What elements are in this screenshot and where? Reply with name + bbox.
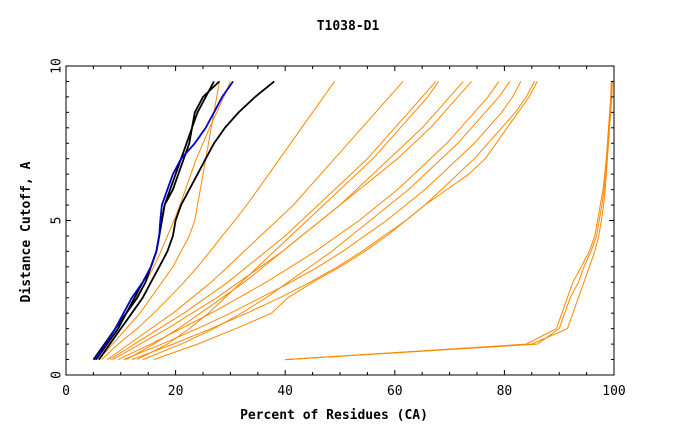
axes: 0 20 40 60 80 100 0 5 10 [50, 58, 626, 399]
series-line-7 [109, 81, 437, 361]
series-line-16 [95, 80, 215, 361]
series-line-19 [93, 80, 234, 361]
x-axis-label: Percent of Residues (CA) [240, 408, 428, 423]
series-line-14 [285, 81, 613, 361]
series-line-3 [112, 81, 464, 361]
series-line-15 [285, 81, 613, 361]
plot-area [92, 80, 613, 361]
x-tick-label: 0 [62, 384, 70, 399]
x-tick-label: 60 [387, 384, 403, 399]
y-tick-label: 0 [50, 371, 65, 379]
y-axis-label: Distance Cutoff, A [19, 161, 34, 302]
series-line-1 [101, 81, 335, 360]
series-line-18 [92, 80, 221, 361]
series-line-13 [285, 81, 612, 361]
series-line-11 [98, 81, 220, 360]
series-line-4 [117, 81, 500, 361]
y-tick-label: 10 [50, 58, 65, 74]
series-line-8 [142, 81, 511, 361]
x-tick-label: 20 [168, 384, 184, 399]
x-tick-label: 40 [277, 384, 293, 399]
y-tick-label: 5 [50, 217, 65, 225]
x-tick-label: 100 [602, 384, 625, 399]
chart-title: T1038-D1 [317, 19, 380, 34]
x-tick-label: 80 [497, 384, 513, 399]
series-line-9 [153, 81, 538, 361]
plot-frame [65, 65, 615, 376]
series-line-17 [98, 80, 275, 361]
series-line-12 [126, 81, 472, 361]
series-line-2 [106, 81, 404, 361]
series-line-5 [123, 81, 522, 361]
series-line-10 [136, 81, 440, 361]
